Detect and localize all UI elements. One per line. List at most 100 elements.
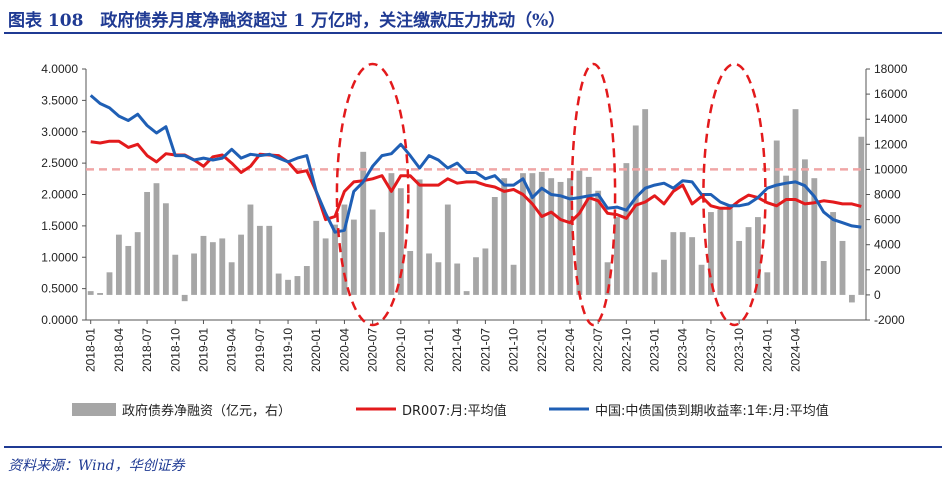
net-financing-bar <box>341 204 348 295</box>
x-tick-label: 2020-07 <box>366 328 380 372</box>
net-financing-bar <box>247 204 254 295</box>
right-tick-label: 0 <box>874 288 881 302</box>
net-financing-bar <box>473 257 479 295</box>
legend-label-dr007: DR007:月:平均值 <box>402 403 507 419</box>
right-tick-label: 2000 <box>874 263 901 277</box>
net-financing-bar <box>322 238 329 295</box>
net-financing-bar <box>285 279 291 295</box>
x-tick-label: 2019-04 <box>225 328 239 372</box>
net-financing-bar <box>783 175 790 295</box>
right-tick-label: 8000 <box>874 188 901 202</box>
right-tick-label: 16000 <box>874 87 908 101</box>
net-financing-bar <box>397 188 404 295</box>
dr007-line <box>90 139 862 225</box>
net-financing-bar <box>219 238 226 295</box>
net-financing-bar <box>811 178 818 295</box>
left-tick-label: 2.0000 <box>41 188 78 202</box>
net-financing-bar <box>538 171 545 295</box>
bar-series <box>87 109 865 303</box>
net-financing-bar <box>482 248 489 295</box>
net-financing-bar <box>567 178 573 295</box>
x-tick-label: 2019-01 <box>196 328 210 372</box>
net-financing-bar <box>313 220 320 295</box>
left-tick-label: 3.0000 <box>41 125 78 139</box>
right-tick-label: 6000 <box>874 213 901 227</box>
net-financing-bar <box>548 178 555 295</box>
net-financing-bar <box>755 217 761 295</box>
chart-legend: 政府债券净融资（亿元，右） DR007:月:平均值 中国:中债国债到期收益率:1年:… <box>72 403 829 419</box>
net-financing-bar <box>87 291 94 295</box>
net-financing-bar <box>623 163 630 295</box>
net-financing-bar <box>435 262 442 295</box>
right-tick-label: 4000 <box>874 238 901 252</box>
net-financing-bar <box>557 181 564 295</box>
net-financing-bar <box>238 234 244 295</box>
net-financing-bar <box>604 262 611 295</box>
legend-swatch-bars <box>72 403 116 416</box>
highlight-ellipse <box>702 62 767 327</box>
x-tick-label: 2020-10 <box>394 328 408 372</box>
right-tick-label: 12000 <box>874 137 908 151</box>
net-financing-bar <box>303 266 310 295</box>
net-financing-bar <box>369 209 376 295</box>
highlight-ellipse <box>570 62 617 327</box>
net-financing-bar <box>520 173 526 295</box>
net-financing-bar <box>745 227 752 295</box>
net-financing-bar <box>839 240 846 295</box>
net-financing-bar <box>209 242 216 295</box>
left-tick-label: 3.5000 <box>41 93 78 107</box>
net-financing-bar <box>661 259 667 295</box>
net-financing-bar <box>510 264 517 295</box>
net-financing-bar <box>698 264 705 295</box>
net-financing-bar <box>595 190 602 295</box>
right-tick-label: 14000 <box>874 112 908 126</box>
x-tick-label: 2023-07 <box>704 328 718 372</box>
net-financing-bar <box>614 217 620 295</box>
x-tick-label: 2019-10 <box>281 328 295 372</box>
net-financing-bar <box>444 204 451 295</box>
x-tick-label: 2022-04 <box>563 328 577 372</box>
net-financing-bar <box>172 254 179 295</box>
right-tick-label: -2000 <box>874 313 905 327</box>
x-tick-label: 2021-07 <box>478 328 492 372</box>
x-tick-label: 2022-10 <box>619 328 633 372</box>
x-tick-label: 2018-04 <box>112 328 126 372</box>
net-financing-bar <box>501 178 508 295</box>
net-financing-bar <box>350 219 357 295</box>
net-financing-bar <box>491 197 498 295</box>
net-financing-bar <box>585 176 592 295</box>
chart-axes: 0.0000 0.5000 1.0000 1.5000 2.0000 2.5000 3.00… <box>41 62 907 372</box>
net-financing-bar <box>153 183 160 295</box>
net-financing-bar <box>360 151 367 295</box>
x-tick-label: 2018-07 <box>140 328 154 372</box>
net-financing-bar <box>858 136 865 295</box>
highlight-ellipse <box>335 62 410 327</box>
left-tick-label: 2.5000 <box>41 156 78 170</box>
footer-divider <box>4 446 942 448</box>
x-tick-label: 2024-04 <box>789 328 803 372</box>
chart-title: 图表 108 政府债券月度净融资超过 1 万亿时，关注缴款压力扰动（%） <box>8 11 566 31</box>
highlight-ellipses <box>335 62 767 327</box>
net-financing-bar <box>820 261 827 295</box>
x-tick-label: 2020-01 <box>309 328 323 372</box>
net-financing-bar <box>162 203 169 295</box>
net-financing-bar <box>125 245 132 295</box>
left-tick-label: 1.5000 <box>41 219 78 233</box>
net-financing-bar <box>632 125 639 295</box>
line-series <box>89 94 862 234</box>
net-financing-bar <box>228 262 235 295</box>
net-financing-bar <box>426 253 432 295</box>
net-financing-bar <box>388 173 395 295</box>
net-financing-bar <box>97 293 104 295</box>
x-tick-label: 2021-04 <box>450 328 464 372</box>
net-financing-bar <box>256 225 263 295</box>
net-financing-bar <box>200 235 207 295</box>
x-tick-label: 2021-10 <box>507 328 521 372</box>
x-tick-label: 2021-01 <box>422 328 436 372</box>
net-financing-bar <box>792 109 799 295</box>
net-financing-bar <box>134 232 141 295</box>
x-tick-label: 2020-04 <box>337 328 351 372</box>
x-tick-label: 2019-07 <box>253 328 267 372</box>
net-financing-bar <box>830 212 837 295</box>
net-financing-bar <box>689 237 696 295</box>
